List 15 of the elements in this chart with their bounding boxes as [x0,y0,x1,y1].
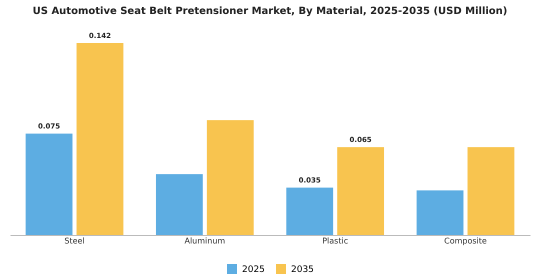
bar [76,43,124,235]
x-tick-label: Composite [444,236,487,246]
bar [337,147,384,235]
bar [26,134,72,235]
bar [416,190,464,235]
chart-title: US Automotive Seat Belt Pretensioner Market, By Material, 2025-2035 (USD Million) [32,6,508,17]
x-tick-label: Aluminum [184,236,226,246]
bar [468,147,514,235]
bar [156,174,203,235]
legend-label: 2035 [291,265,314,275]
bar [286,188,334,235]
x-tick-label: Plastic [322,236,348,246]
x-tick-label: Steel [64,236,85,246]
bar [206,120,254,235]
legend-label: 2025 [242,265,265,275]
